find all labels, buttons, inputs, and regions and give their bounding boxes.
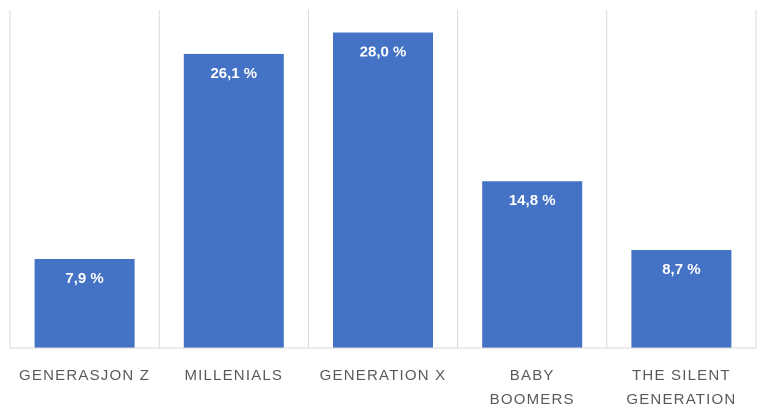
bar (34, 258, 135, 348)
data-label: 28,0 % (360, 44, 407, 61)
data-label: 7,9 % (65, 270, 103, 287)
bar (631, 249, 732, 348)
data-label: 14,8 % (509, 192, 556, 209)
x-tick-label: GENERASJON Z (19, 367, 150, 384)
data-label: 8,7 % (662, 261, 700, 278)
bar (333, 32, 433, 349)
x-tick-label: GENERATION X (320, 367, 447, 384)
bar (482, 181, 583, 348)
x-tick-label: BABY (510, 367, 555, 384)
bar (183, 53, 284, 348)
data-label: 26,1 % (210, 65, 257, 82)
x-tick-label: MILLENIALS (184, 367, 283, 384)
x-tick-label: BOOMERS (490, 391, 575, 408)
x-tick-label: THE SILENT (632, 367, 731, 384)
x-tick-label: GENERATION (626, 391, 736, 408)
